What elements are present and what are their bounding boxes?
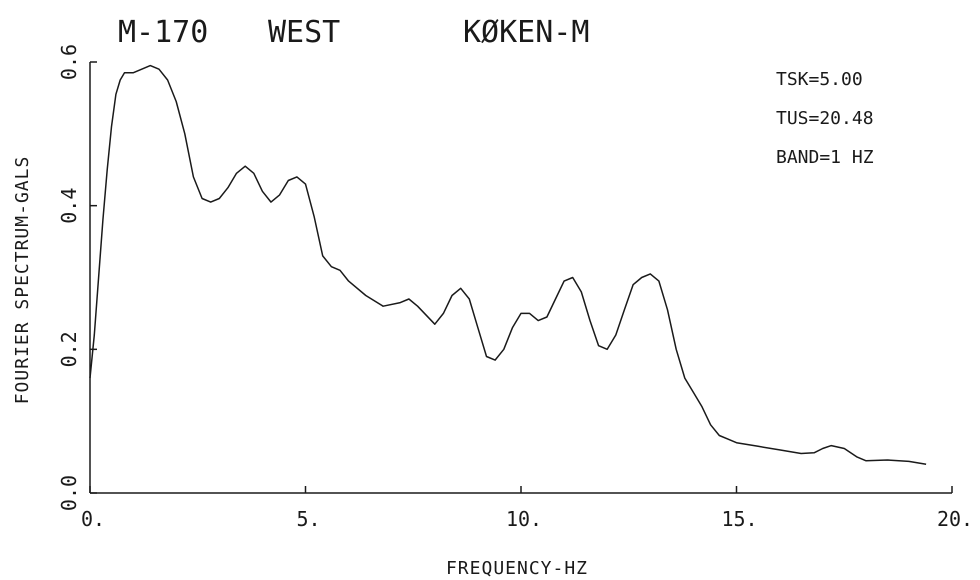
- parameter-annotations: TSK=5.00 TUS=20.48 BAND=1 HZ: [776, 69, 874, 168]
- x-tick-label: 0.: [81, 507, 105, 531]
- x-tick-label: 10.: [506, 507, 542, 531]
- title-component: WEST: [268, 15, 340, 50]
- series-layer: [89, 64, 927, 466]
- title-site: KØKEN-M: [463, 15, 589, 50]
- x-tick-label: 5.: [296, 507, 320, 531]
- y-tick-label: 0.2: [57, 331, 81, 367]
- spectrum-line: [89, 64, 927, 466]
- y-axis-title: FOURIER SPECTRUM-GALS: [12, 156, 33, 405]
- annotation-tsk: TSK=5.00: [776, 69, 863, 90]
- x-tick-label: 15.: [721, 507, 757, 531]
- title-station: M-170: [118, 15, 208, 50]
- y-axis-ticks: 0.0 0.2 0.4 0.6: [57, 44, 97, 511]
- x-axis-title: FREQUENCY-HZ: [446, 558, 588, 579]
- y-tick-label: 0.4: [57, 188, 81, 224]
- x-axis-ticks: 0. 5. 10. 15. 20.: [81, 486, 973, 531]
- y-tick-label: 0.0: [57, 475, 81, 511]
- chart-title: M-170 WEST KØKEN-M: [118, 15, 589, 50]
- annotation-tus: TUS=20.48: [776, 108, 874, 129]
- x-tick-label: 20.: [937, 507, 973, 531]
- y-tick-label: 0.6: [57, 44, 81, 80]
- annotation-band: BAND=1 HZ: [776, 147, 874, 168]
